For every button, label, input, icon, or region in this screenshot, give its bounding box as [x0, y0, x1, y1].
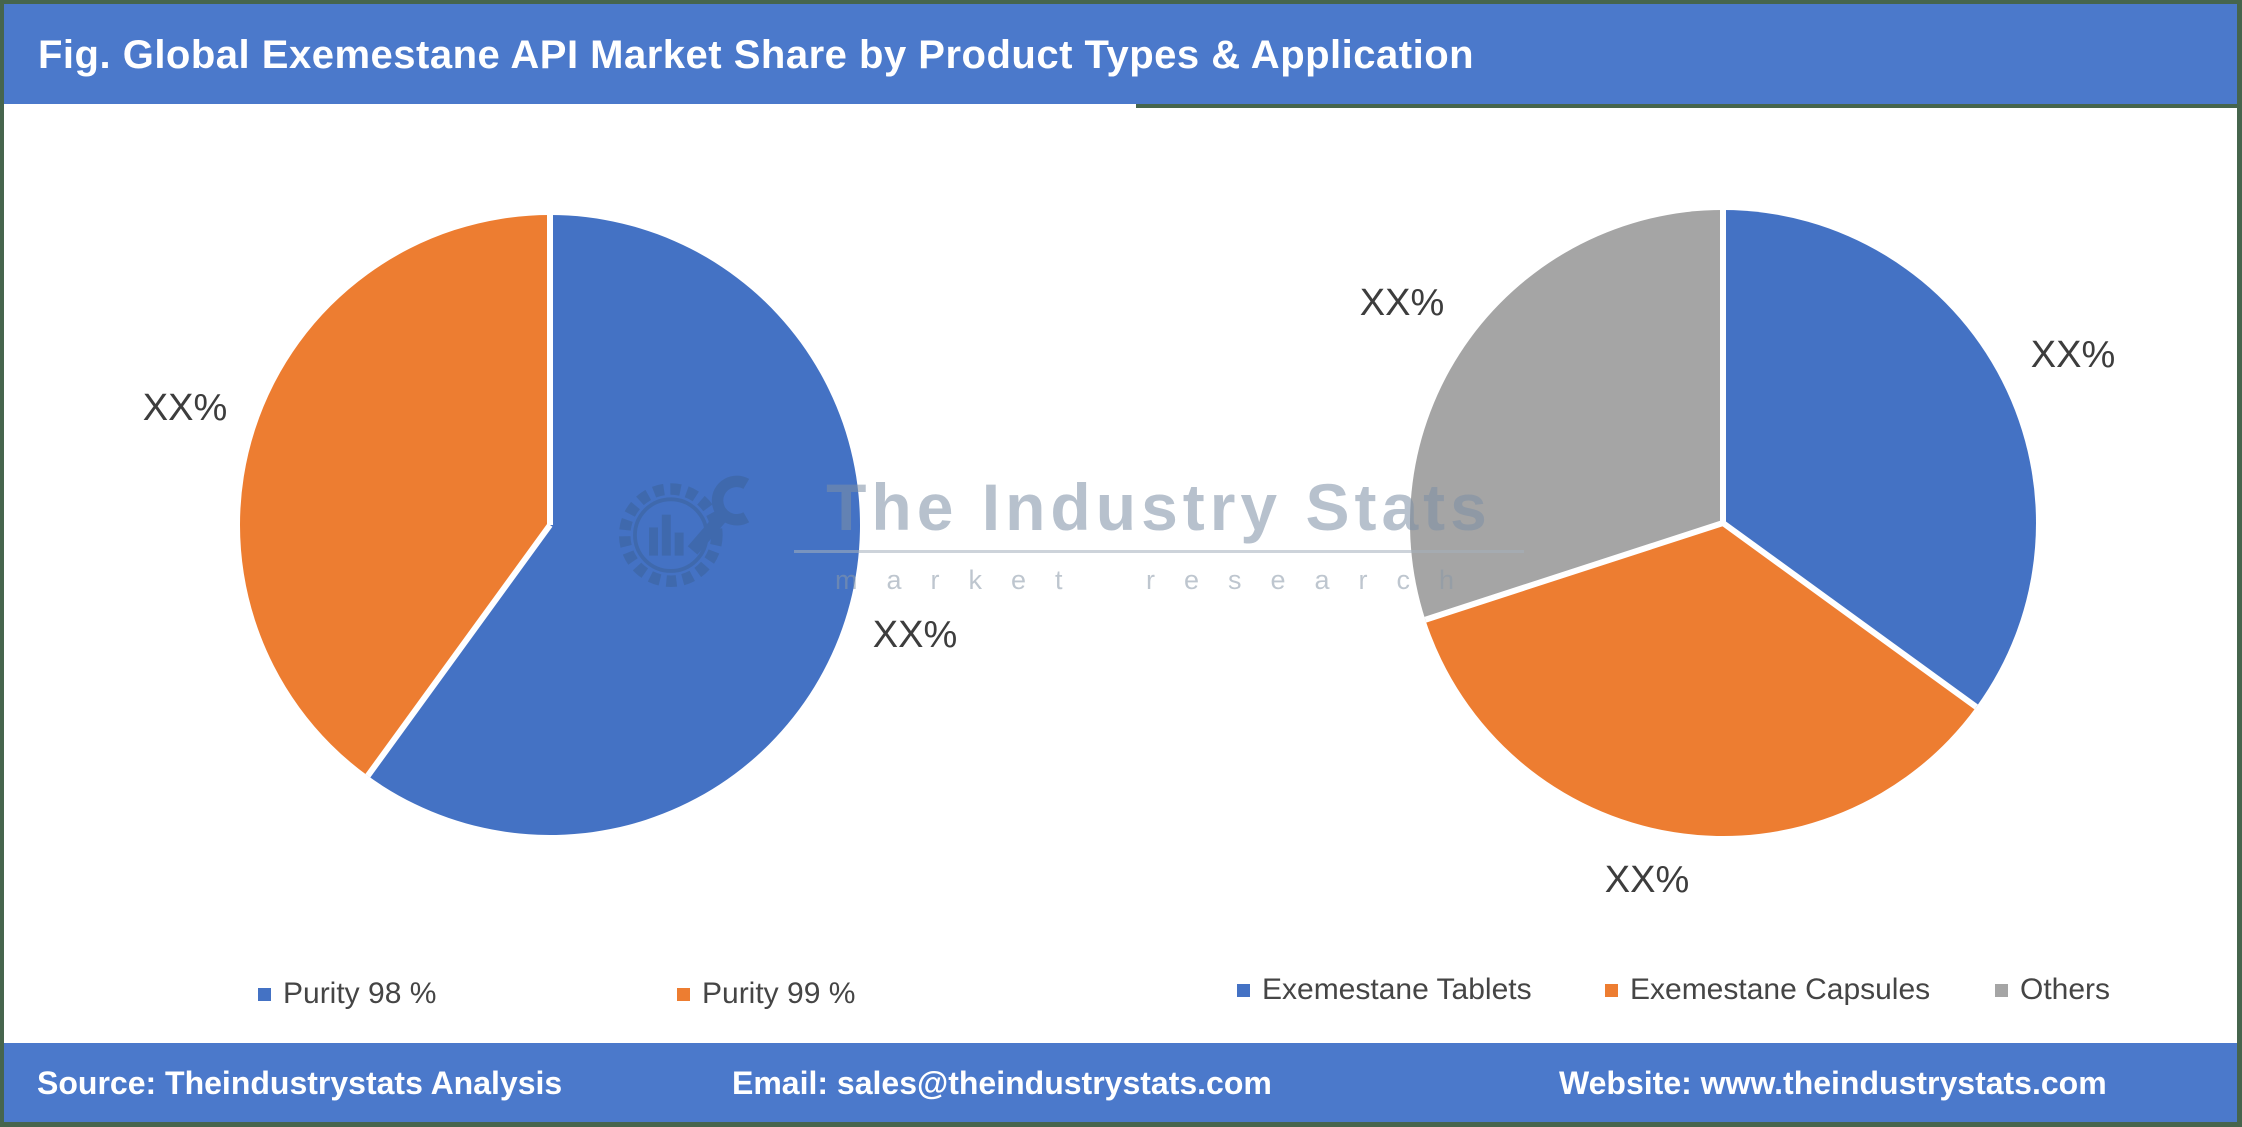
legend-label: Purity 98 %	[283, 977, 437, 1010]
value-label-purity-99: XX%	[142, 387, 228, 429]
footer-website: Website: www.theindustrystats.com	[1559, 1065, 2107, 1101]
header-bar: Fig. Global Exemestane API Market Share …	[4, 4, 2237, 104]
value-label-others: XX%	[1359, 282, 1445, 324]
footer-source: Source: Theindustrystats Analysis	[37, 1065, 563, 1101]
legend-item-tablets: Exemestane Tablets	[1237, 970, 1532, 1010]
legend-label: Exemestane Tablets	[1262, 973, 1532, 1006]
footer-email: Email: sales@theindustrystats.com	[732, 1065, 1272, 1101]
legend-swatch-orange	[677, 987, 690, 1001]
value-label-capsules: XX%	[1604, 859, 1690, 901]
pie-chart-application	[1410, 210, 2036, 836]
legend-item-others: Others	[1995, 970, 2110, 1010]
legend-item-purity-98: Purity 98 %	[258, 974, 436, 1014]
footer-bar: Source: Theindustrystats Analysis Email:…	[4, 1043, 2237, 1122]
canvas-border-left	[0, 0, 4, 1127]
value-label-tablets: XX%	[2030, 334, 2116, 376]
canvas-border-top	[0, 0, 2242, 4]
legend-swatch-gray	[1995, 983, 2008, 997]
canvas-border-right	[2237, 0, 2242, 1127]
legend-label: Others	[2020, 973, 2111, 1006]
canvas-border-bottom	[0, 1122, 2242, 1127]
legend-swatch-blue	[1237, 983, 1250, 997]
legend-label: Purity 99 %	[702, 977, 856, 1010]
legend-swatch-blue	[258, 987, 271, 1001]
header-underline-right	[1136, 104, 2237, 108]
legend-item-purity-99: Purity 99 %	[677, 974, 855, 1014]
pie-chart-product-types	[239, 215, 860, 835]
page-title: Fig. Global Exemestane API Market Share …	[38, 33, 1475, 77]
legend-item-capsules: Exemestane Capsules	[1605, 970, 1930, 1010]
legend-label: Exemestane Capsules	[1630, 973, 1931, 1006]
legend-swatch-orange	[1605, 983, 1618, 997]
value-label-purity-98: XX%	[872, 614, 958, 656]
